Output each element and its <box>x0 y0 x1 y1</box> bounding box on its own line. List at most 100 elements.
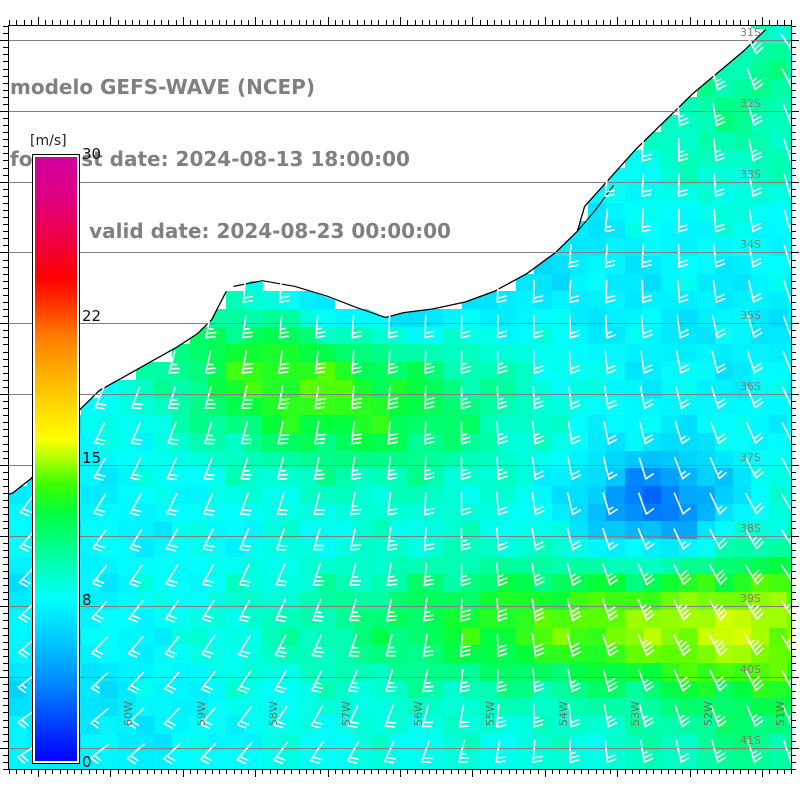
wind-barb <box>202 563 215 587</box>
axis-tick <box>791 733 796 735</box>
axis-tick <box>392 769 394 774</box>
data-cell <box>81 486 101 505</box>
data-cell <box>515 362 535 381</box>
wind-barb <box>239 492 252 516</box>
data-cell <box>696 96 716 116</box>
wind-barb <box>314 350 327 374</box>
axis-tick <box>791 712 796 714</box>
data-cell <box>552 609 571 629</box>
axis-tick <box>791 309 796 310</box>
data-cell <box>334 468 354 487</box>
data-cell <box>642 486 662 505</box>
axis-tick <box>791 493 796 494</box>
data-cell <box>425 415 444 434</box>
wind-barb <box>673 669 691 692</box>
data-cell <box>479 309 499 328</box>
data-cell <box>787 574 791 593</box>
axis-tick <box>465 20 467 26</box>
axis-tick <box>791 415 796 417</box>
wind-barb <box>713 138 726 162</box>
data-cell <box>334 415 354 434</box>
wind-barb <box>604 173 616 197</box>
wind-barb <box>460 350 471 374</box>
axis-tick <box>791 422 796 424</box>
data-cell <box>479 362 499 381</box>
data-cell <box>262 415 282 434</box>
axis-tick <box>733 20 735 26</box>
data-cell <box>99 609 119 629</box>
data-cell <box>352 397 372 416</box>
data-cell <box>660 256 680 275</box>
wind-barb <box>603 385 617 410</box>
data-cell <box>552 291 571 310</box>
data-cell <box>135 397 155 416</box>
axis-tick <box>646 769 648 774</box>
data-cell <box>280 503 300 522</box>
colorbar-tick-label: 0 <box>82 753 92 771</box>
lon-tick-label: 55W <box>484 701 498 726</box>
data-cell <box>678 521 698 540</box>
data-cell <box>769 503 788 522</box>
data-cell <box>733 238 752 257</box>
axis-tick <box>74 20 76 26</box>
axis-tick <box>711 20 713 26</box>
axis-tick <box>378 769 380 774</box>
axis-tick <box>450 769 452 774</box>
wind-barb <box>603 421 618 445</box>
data-cell <box>769 379 788 399</box>
data-cell <box>733 397 752 416</box>
data-cell <box>407 450 426 469</box>
axis-tick <box>3 429 9 431</box>
data-cell <box>117 486 137 505</box>
data-cell <box>443 415 463 434</box>
wind-barb <box>675 739 690 763</box>
data-cell <box>715 238 734 257</box>
data-cell <box>425 379 444 399</box>
wind-barb <box>163 742 181 765</box>
axis-tick <box>211 769 213 774</box>
data-cell <box>696 609 716 629</box>
data-cell <box>769 450 788 469</box>
lat-tick-label: 33S <box>740 167 761 181</box>
data-cell <box>751 132 770 151</box>
axis-tick <box>791 238 796 240</box>
wind-barb <box>713 244 726 268</box>
data-cell <box>280 539 300 558</box>
data-cell <box>153 503 173 522</box>
axis-tick <box>3 528 9 530</box>
data-cell <box>226 379 245 399</box>
data-cell <box>262 592 282 611</box>
wind-barb <box>237 670 252 694</box>
data-cell <box>769 220 788 239</box>
data-cell <box>425 326 444 345</box>
data-cell <box>244 415 263 434</box>
data-cell <box>190 521 209 540</box>
axis-tick <box>791 542 796 544</box>
axis-tick <box>791 464 799 466</box>
data-cell <box>588 556 607 575</box>
data-cell <box>443 486 463 505</box>
data-cell <box>298 609 318 629</box>
wind-barb <box>637 492 655 515</box>
data-cell <box>190 539 209 558</box>
data-cell <box>642 309 662 328</box>
data-cell <box>769 592 788 611</box>
data-cell <box>733 344 752 363</box>
axis-tick <box>139 769 141 774</box>
axis-tick <box>791 273 796 275</box>
axis-tick <box>45 769 47 774</box>
data-cell <box>371 503 390 522</box>
axis-tick <box>0 252 9 254</box>
data-cell <box>117 521 137 540</box>
axis-tick <box>791 606 799 608</box>
data-cell <box>515 574 535 593</box>
axis-tick <box>791 719 796 721</box>
axis-tick <box>791 705 796 707</box>
data-cell <box>352 468 372 487</box>
data-cell <box>769 43 788 62</box>
data-cell <box>190 379 209 399</box>
data-cell <box>443 432 463 452</box>
data-cell <box>787 379 791 399</box>
data-cell <box>497 291 517 310</box>
data-cell <box>515 273 535 292</box>
